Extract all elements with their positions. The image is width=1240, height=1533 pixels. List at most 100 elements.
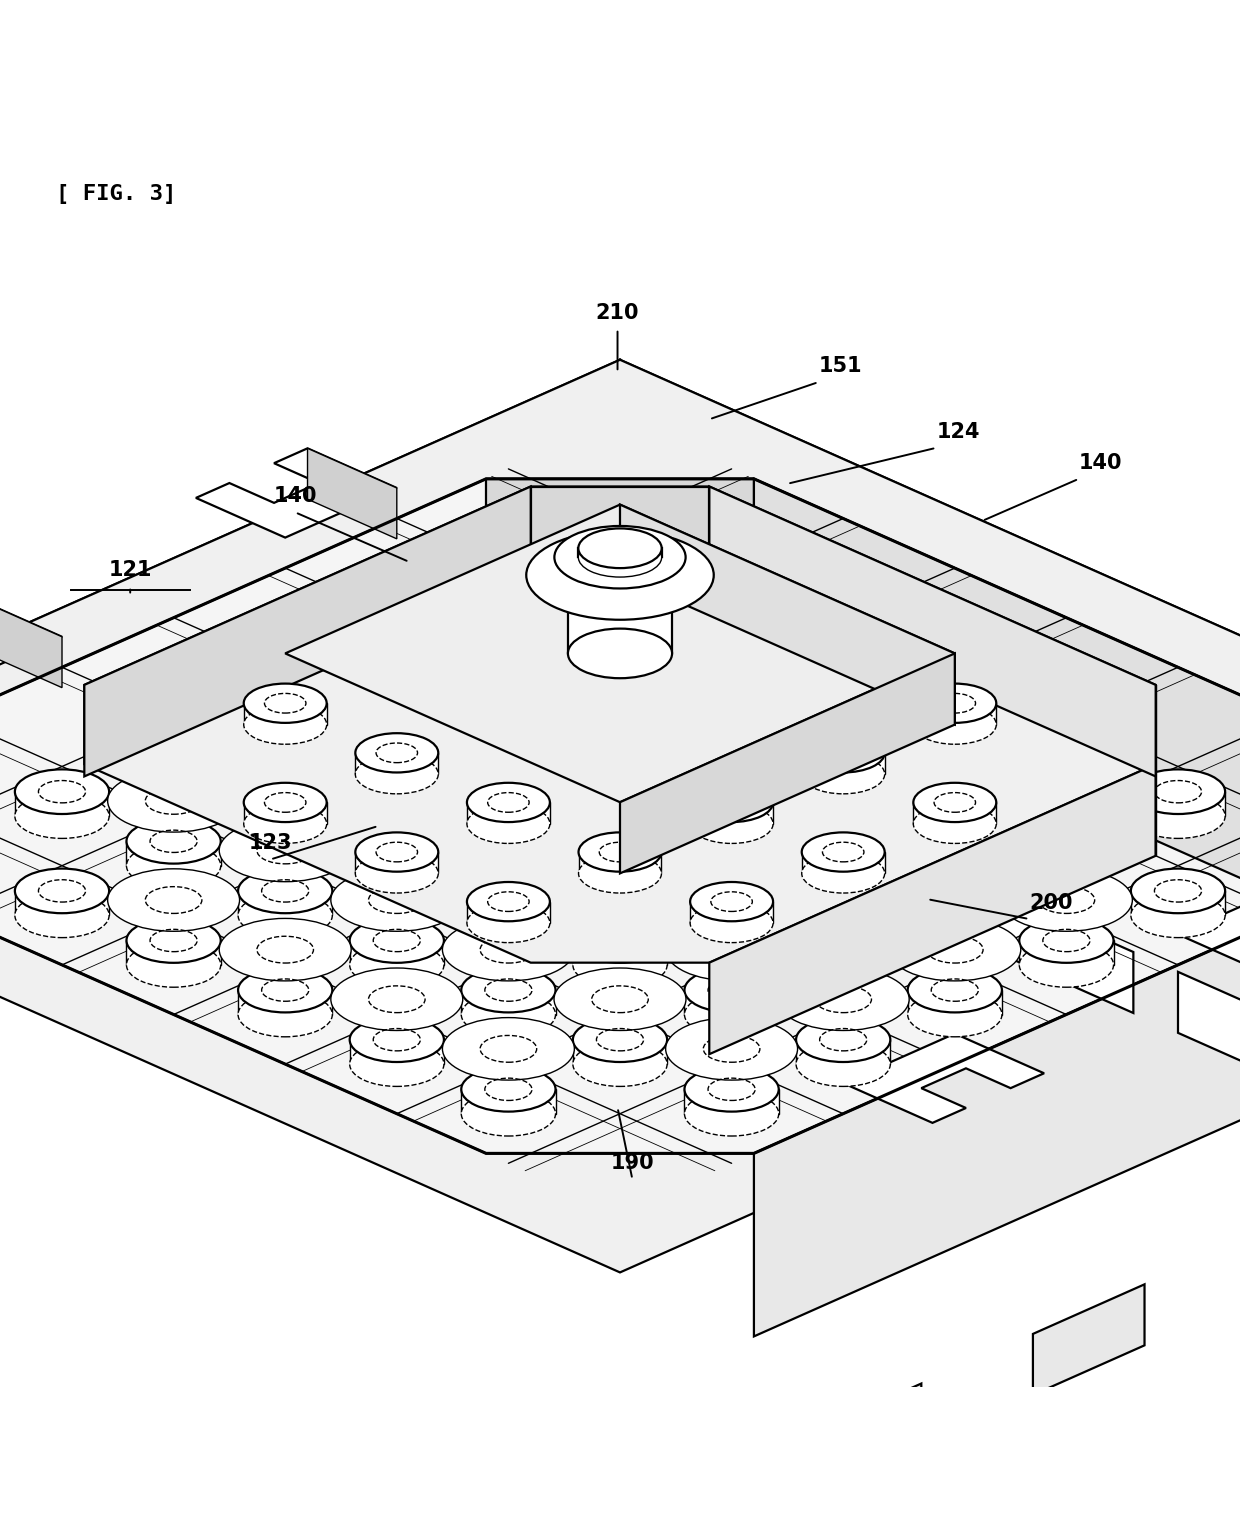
Ellipse shape bbox=[244, 705, 326, 744]
Ellipse shape bbox=[350, 721, 444, 765]
Ellipse shape bbox=[461, 670, 556, 714]
Polygon shape bbox=[126, 941, 221, 964]
Ellipse shape bbox=[244, 783, 326, 822]
Polygon shape bbox=[684, 990, 779, 1015]
Polygon shape bbox=[356, 753, 438, 774]
Ellipse shape bbox=[554, 670, 686, 733]
Ellipse shape bbox=[467, 606, 549, 645]
Ellipse shape bbox=[802, 754, 884, 794]
Polygon shape bbox=[244, 704, 326, 725]
Ellipse shape bbox=[908, 992, 1002, 1036]
Polygon shape bbox=[356, 852, 438, 874]
Polygon shape bbox=[1019, 941, 1114, 964]
Ellipse shape bbox=[796, 1042, 890, 1087]
Polygon shape bbox=[461, 791, 556, 816]
Ellipse shape bbox=[684, 595, 779, 639]
Polygon shape bbox=[0, 598, 62, 688]
Polygon shape bbox=[467, 901, 549, 923]
Ellipse shape bbox=[244, 684, 326, 724]
Polygon shape bbox=[84, 486, 531, 776]
Polygon shape bbox=[908, 990, 1002, 1015]
Polygon shape bbox=[802, 653, 884, 675]
Polygon shape bbox=[1033, 1285, 1145, 1395]
Polygon shape bbox=[691, 901, 773, 923]
Ellipse shape bbox=[684, 967, 779, 1012]
Polygon shape bbox=[684, 1090, 779, 1113]
Ellipse shape bbox=[666, 621, 797, 684]
Ellipse shape bbox=[356, 832, 438, 872]
Ellipse shape bbox=[1019, 744, 1114, 789]
Ellipse shape bbox=[1001, 869, 1132, 931]
Polygon shape bbox=[308, 448, 397, 538]
Ellipse shape bbox=[126, 918, 221, 963]
Ellipse shape bbox=[573, 744, 667, 789]
Ellipse shape bbox=[461, 869, 556, 914]
Polygon shape bbox=[15, 791, 109, 816]
Ellipse shape bbox=[908, 670, 1002, 714]
Text: 123: 123 bbox=[248, 834, 293, 854]
Ellipse shape bbox=[796, 918, 890, 963]
Polygon shape bbox=[1178, 972, 1240, 1113]
Ellipse shape bbox=[238, 992, 332, 1036]
Ellipse shape bbox=[1019, 918, 1114, 963]
Polygon shape bbox=[0, 360, 1240, 1272]
Ellipse shape bbox=[1131, 894, 1225, 938]
Polygon shape bbox=[573, 742, 667, 766]
Polygon shape bbox=[709, 765, 1156, 1055]
Ellipse shape bbox=[467, 805, 549, 843]
Ellipse shape bbox=[350, 943, 444, 987]
Ellipse shape bbox=[691, 606, 773, 645]
Ellipse shape bbox=[126, 819, 221, 863]
Ellipse shape bbox=[554, 770, 686, 832]
Polygon shape bbox=[238, 990, 332, 1015]
Ellipse shape bbox=[350, 1018, 444, 1062]
Polygon shape bbox=[802, 852, 884, 874]
Ellipse shape bbox=[461, 894, 556, 938]
Polygon shape bbox=[126, 842, 221, 866]
Polygon shape bbox=[461, 693, 556, 717]
Polygon shape bbox=[684, 891, 779, 915]
Ellipse shape bbox=[684, 570, 779, 616]
Polygon shape bbox=[126, 742, 221, 766]
Ellipse shape bbox=[578, 529, 662, 569]
Ellipse shape bbox=[15, 770, 109, 814]
Polygon shape bbox=[754, 478, 1240, 940]
Ellipse shape bbox=[908, 694, 1002, 739]
Ellipse shape bbox=[461, 967, 556, 1012]
Ellipse shape bbox=[579, 854, 661, 894]
Ellipse shape bbox=[691, 584, 773, 624]
Ellipse shape bbox=[666, 918, 797, 981]
Ellipse shape bbox=[467, 684, 549, 724]
Ellipse shape bbox=[914, 805, 996, 843]
Ellipse shape bbox=[563, 629, 677, 682]
Ellipse shape bbox=[526, 530, 714, 619]
Ellipse shape bbox=[1131, 794, 1225, 839]
Polygon shape bbox=[350, 842, 444, 866]
Ellipse shape bbox=[1001, 770, 1132, 832]
Ellipse shape bbox=[554, 526, 686, 589]
Polygon shape bbox=[796, 642, 890, 667]
Text: 124: 124 bbox=[936, 422, 980, 442]
Polygon shape bbox=[732, 774, 910, 914]
Text: 190: 190 bbox=[610, 1153, 655, 1173]
Ellipse shape bbox=[350, 621, 444, 665]
Ellipse shape bbox=[684, 670, 779, 714]
Ellipse shape bbox=[579, 635, 661, 673]
Ellipse shape bbox=[15, 869, 109, 914]
Polygon shape bbox=[908, 693, 1002, 717]
Polygon shape bbox=[486, 478, 754, 662]
Ellipse shape bbox=[579, 655, 661, 694]
Ellipse shape bbox=[126, 744, 221, 789]
Ellipse shape bbox=[684, 894, 779, 938]
Polygon shape bbox=[908, 891, 1002, 915]
Ellipse shape bbox=[802, 854, 884, 894]
Ellipse shape bbox=[777, 670, 909, 733]
Ellipse shape bbox=[796, 943, 890, 987]
Polygon shape bbox=[467, 704, 549, 725]
Polygon shape bbox=[796, 1039, 890, 1064]
Polygon shape bbox=[526, 556, 714, 575]
Ellipse shape bbox=[467, 584, 549, 624]
Ellipse shape bbox=[796, 744, 890, 789]
Polygon shape bbox=[573, 642, 667, 667]
Ellipse shape bbox=[802, 635, 884, 673]
